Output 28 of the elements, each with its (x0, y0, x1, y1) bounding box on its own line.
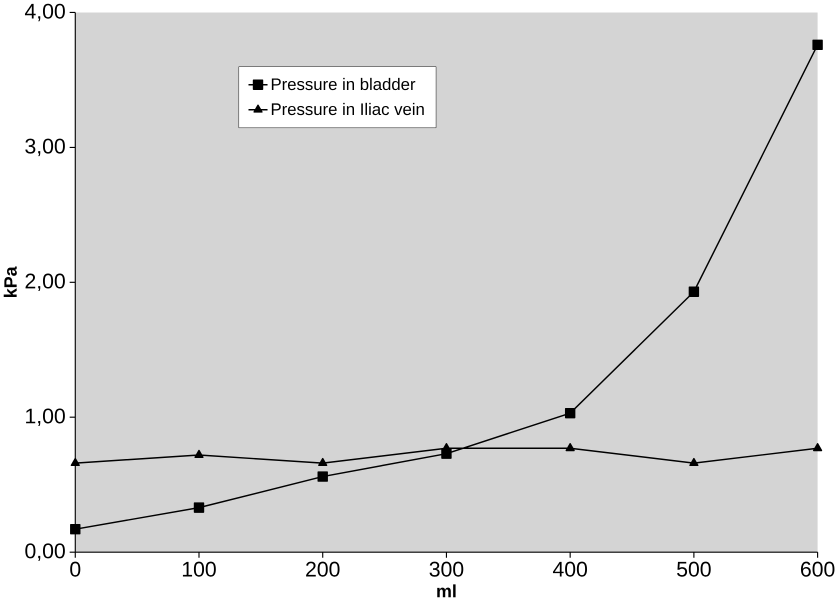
y-tick-label: 4,00 (24, 4, 65, 22)
point (318, 471, 328, 482)
y-tick-label: 2,00 (26, 274, 65, 292)
y-tick-label: 3,00 (25, 138, 65, 156)
x-tick-label: 500 (677, 562, 711, 577)
legend-label: Pressure in bladder (272, 78, 416, 90)
x-tick-label: 400 (552, 562, 588, 577)
x-tick-label: 0 (70, 562, 80, 577)
point (812, 40, 823, 50)
x-tick-label: 600 (800, 562, 834, 577)
point (194, 450, 204, 458)
x-tick-label: 100 (182, 562, 216, 577)
x-tick-label: 300 (430, 562, 464, 577)
y-axis-title: kPa (4, 266, 17, 297)
point (318, 458, 328, 466)
x-tick-label: 200 (306, 562, 340, 577)
point (813, 443, 822, 452)
point (688, 286, 700, 297)
y-tick-label: 0,00 (25, 543, 65, 561)
point (566, 443, 575, 452)
legend-label: Pressure in Iliac vein (272, 102, 424, 116)
point (70, 458, 80, 466)
point (564, 408, 576, 418)
point (194, 502, 204, 513)
x-axis-title: ml (437, 584, 456, 598)
point (70, 524, 80, 534)
y-tick-label: 1,00 (26, 408, 65, 426)
point (689, 458, 698, 466)
